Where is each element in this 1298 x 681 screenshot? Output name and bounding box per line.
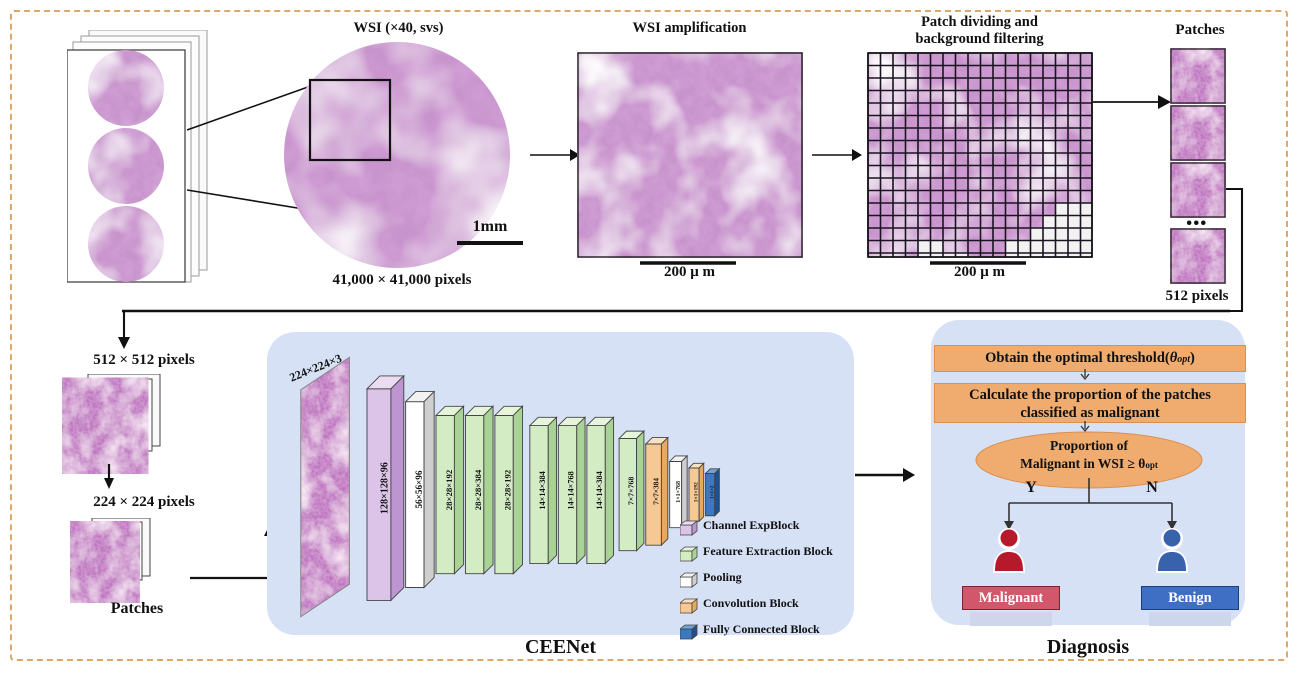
svg-text:7×7×384: 7×7×384 [651, 478, 660, 505]
svg-text:14×14×768: 14×14×768 [567, 471, 576, 509]
svg-text:28×28×384: 28×28×384 [473, 469, 483, 510]
svg-text:1×1×192: 1×1×192 [694, 482, 700, 502]
svg-text:128×128×96: 128×128×96 [380, 462, 391, 514]
svg-text:Proportion of: Proportion of [1050, 438, 1129, 453]
svg-text:N: N [1146, 479, 1158, 496]
svg-text:56×56×96: 56×56×96 [414, 470, 424, 508]
svg-text:28×28×192: 28×28×192 [503, 470, 513, 511]
svg-text:14×14×384: 14×14×384 [538, 471, 547, 509]
svg-text:Y: Y [1025, 479, 1037, 496]
svg-text:7×7×768: 7×7×768 [626, 477, 635, 506]
svg-text:Malignant in WSI ≥ θopt: Malignant in WSI ≥ θopt [1020, 456, 1158, 471]
svg-text:1×1×2: 1×1×2 [710, 485, 716, 499]
svg-text:14×14×384: 14×14×384 [595, 471, 604, 509]
svg-text:28×28×192: 28×28×192 [444, 470, 454, 511]
svg-text:1×1×768: 1×1×768 [676, 481, 682, 503]
